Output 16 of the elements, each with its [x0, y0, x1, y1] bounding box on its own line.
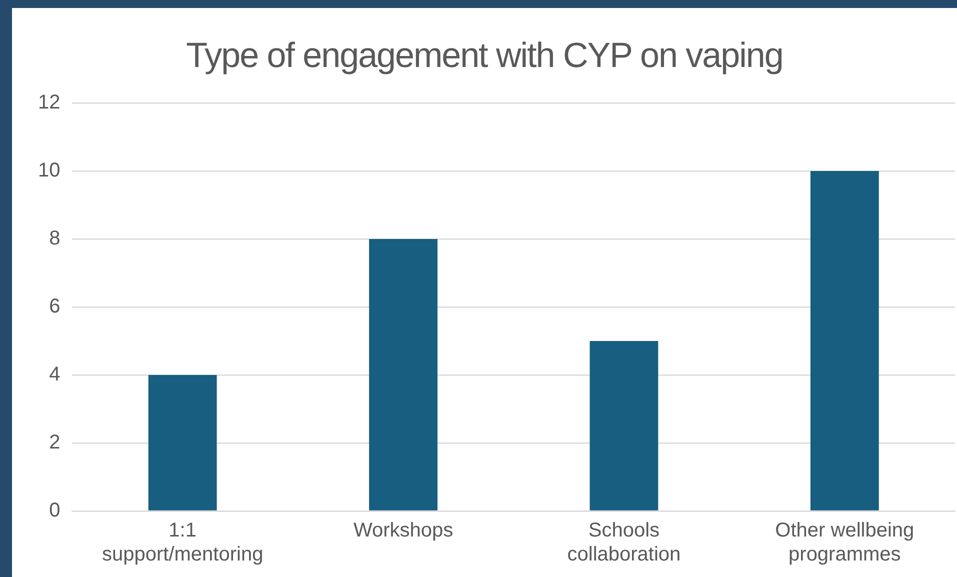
y-tick-label: 10 — [38, 160, 60, 182]
y-tick-label: 4 — [49, 364, 60, 386]
bar — [148, 375, 217, 510]
x-tick-label: 1:1 support/mentoring — [102, 520, 264, 566]
chart-title: Type of engagement with CYP on vaping — [185, 36, 784, 76]
x-tick-label: Other wellbeing programmes — [775, 520, 914, 566]
y-tick-label: 0 — [49, 500, 60, 522]
y-tick-label: 2 — [49, 432, 60, 454]
x-tick-label: Workshops — [353, 520, 454, 542]
y-tick-label: 8 — [49, 228, 60, 250]
y-tick-label: 6 — [49, 296, 60, 318]
bar — [590, 341, 658, 510]
y-tick-label: 12 — [38, 92, 60, 114]
bar — [810, 171, 879, 510]
bar — [369, 239, 438, 510]
x-tick-label: Schools collaboration — [567, 520, 681, 566]
